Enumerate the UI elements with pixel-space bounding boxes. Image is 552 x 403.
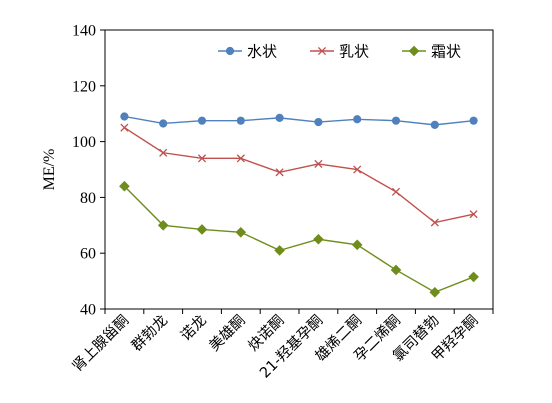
data-point: [197, 154, 207, 163]
x-marker-stroke: [317, 46, 327, 56]
x-marker-stroke: [314, 159, 323, 168]
x-marker-stroke: [197, 154, 207, 163]
legend-label: 乳状: [339, 43, 369, 61]
y-tick-label: 40: [80, 302, 96, 319]
legend-entry: 霜状: [402, 43, 461, 61]
data-point: [119, 180, 130, 192]
y-axis: 40 60 80 100 120 140: [72, 23, 105, 319]
legend-marker: [317, 46, 327, 56]
data-point: [353, 115, 362, 124]
x-marker-stroke: [275, 168, 284, 177]
data-point: [313, 233, 324, 245]
x-marker-stroke: [353, 165, 362, 174]
data-point: [314, 159, 323, 168]
data-point: [275, 113, 284, 122]
data-point: [196, 224, 208, 235]
y-tick-label: 80: [80, 190, 96, 207]
y-tick-label: 120: [72, 78, 96, 95]
data-point: [390, 264, 402, 276]
data-point: [353, 165, 362, 174]
data-point: [391, 187, 401, 196]
series-line: [124, 127, 474, 224]
data-point: [235, 226, 247, 238]
x-category-label: 群勃龙: [128, 312, 171, 355]
series-line: [124, 115, 474, 126]
data-point: [236, 154, 245, 163]
data-point: [120, 123, 129, 132]
data-point: [157, 219, 169, 231]
plot-frame: [104, 29, 494, 310]
legend-marker: [225, 46, 235, 56]
y-tick-label: 100: [72, 134, 96, 151]
legend-label: 水状: [247, 43, 277, 61]
series-3: [119, 180, 479, 298]
y-tick-label: 140: [72, 23, 96, 40]
legend-marker: [408, 45, 420, 57]
data-point: [468, 271, 479, 283]
data-point: [236, 116, 245, 125]
legend: 水状 乳状 霜状: [218, 43, 461, 61]
y-axis-title: ME/%: [41, 149, 58, 191]
series-1: [120, 112, 478, 129]
data-point: [120, 112, 129, 121]
data-point: [197, 116, 207, 125]
data-point: [351, 239, 363, 251]
series-layer: [119, 112, 479, 298]
x-marker-stroke: [236, 154, 245, 163]
data-point: [274, 245, 285, 256]
plot-area-border: [104, 29, 494, 310]
data-point: [430, 218, 439, 227]
y-tick-label: 60: [80, 246, 96, 263]
data-point: [391, 116, 401, 125]
data-point: [159, 148, 168, 157]
data-point: [469, 210, 478, 219]
data-point: [430, 120, 439, 129]
x-marker-stroke: [391, 187, 401, 196]
data-point: [159, 119, 168, 128]
data-point: [469, 116, 478, 125]
data-point: [275, 168, 284, 177]
x-marker-stroke: [430, 218, 439, 227]
x-category-label: 肾上腺甾酮: [69, 312, 132, 375]
x-category-label: 诺龙: [177, 312, 210, 345]
x-category-label: 美雄酮: [206, 312, 249, 355]
legend-label: 霜状: [431, 43, 461, 61]
data-point: [314, 117, 323, 127]
legend-entry: 水状: [218, 43, 277, 61]
legend-entry: 乳状: [310, 43, 369, 61]
x-marker-stroke: [469, 210, 478, 219]
series-2: [120, 123, 478, 227]
data-point: [429, 286, 441, 298]
x-marker-stroke: [120, 123, 129, 132]
x-marker-stroke: [159, 148, 168, 157]
series-line: [123, 185, 474, 294]
